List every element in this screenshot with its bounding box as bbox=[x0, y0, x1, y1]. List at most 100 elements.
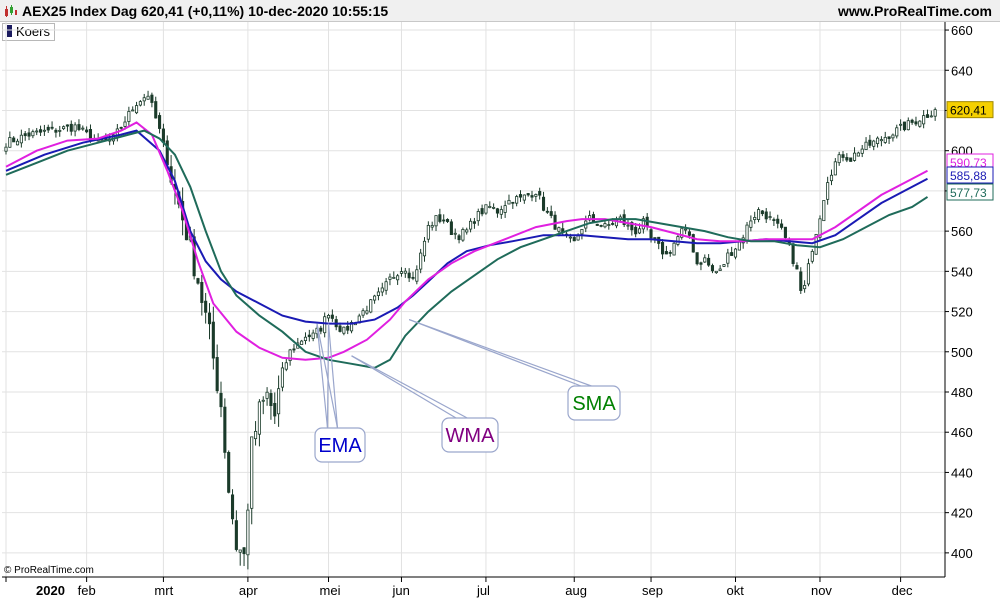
candle-body bbox=[131, 109, 135, 112]
candle-body bbox=[219, 392, 223, 408]
candle-body bbox=[384, 281, 388, 291]
candle-body bbox=[687, 231, 691, 236]
candle-body bbox=[54, 129, 58, 133]
candle-body bbox=[361, 310, 365, 316]
candle-body bbox=[419, 252, 423, 270]
candle-body bbox=[902, 121, 906, 131]
x-tick-label: dec bbox=[892, 583, 913, 598]
ema-callout-label: EMA bbox=[318, 435, 362, 457]
candle-body bbox=[806, 263, 811, 285]
candle-body bbox=[534, 194, 538, 197]
candle-body bbox=[515, 196, 519, 204]
candle-body bbox=[242, 547, 246, 555]
y-tick-label: 420 bbox=[951, 506, 973, 521]
candle-body bbox=[503, 205, 507, 213]
candle-body bbox=[661, 242, 665, 255]
candle-body bbox=[749, 220, 753, 228]
candle-body bbox=[12, 137, 16, 143]
candle-body bbox=[918, 120, 922, 127]
candle-body bbox=[388, 276, 392, 280]
x-tick-label: jul bbox=[476, 583, 490, 598]
candle-body bbox=[426, 225, 430, 240]
candle-body bbox=[526, 193, 530, 196]
candle-body bbox=[637, 228, 642, 234]
y-tick-label: 560 bbox=[951, 224, 973, 239]
candle-body bbox=[346, 325, 350, 331]
candle-body bbox=[69, 123, 73, 132]
candle-body bbox=[204, 300, 208, 313]
candle-body bbox=[415, 269, 419, 282]
candle-body bbox=[46, 126, 50, 131]
candle-body bbox=[142, 97, 146, 102]
ema-callout-box bbox=[314, 427, 366, 463]
candle-body bbox=[311, 332, 315, 339]
candle-body bbox=[626, 224, 630, 227]
candle-body bbox=[227, 452, 231, 493]
candle-body bbox=[307, 334, 311, 338]
candle-body bbox=[215, 357, 219, 392]
candle-body bbox=[841, 154, 845, 158]
candlestick-icon bbox=[5, 5, 17, 17]
candle-body bbox=[856, 152, 860, 157]
candle-body bbox=[150, 94, 154, 103]
candle-body bbox=[288, 349, 292, 361]
candle-body bbox=[445, 219, 450, 222]
candle-body bbox=[365, 310, 369, 314]
candle-body bbox=[42, 129, 46, 132]
x-tick-label: feb bbox=[78, 583, 96, 598]
candle-body bbox=[864, 141, 868, 151]
copyright-text: © ProRealTime.com bbox=[4, 565, 94, 576]
candle-body bbox=[438, 214, 442, 222]
candle-body bbox=[73, 124, 77, 132]
x-tick-label: nov bbox=[811, 583, 832, 598]
wma-callout-label: WMA bbox=[446, 425, 496, 447]
legend-box[interactable]: Koers bbox=[2, 23, 55, 41]
candle-body bbox=[868, 139, 872, 146]
candle-body bbox=[518, 194, 523, 198]
candle-body bbox=[710, 265, 715, 272]
candle-body bbox=[718, 268, 722, 271]
candle-body bbox=[522, 194, 526, 201]
x-tick-label: jun bbox=[391, 583, 409, 598]
candle-body bbox=[392, 277, 396, 279]
candle-body bbox=[634, 226, 638, 235]
chart-axes: 4004204404604805005205405605806006206406… bbox=[2, 22, 994, 598]
candle-body bbox=[35, 130, 39, 133]
candle-body bbox=[58, 129, 62, 132]
candle-body bbox=[261, 399, 265, 402]
candle-body bbox=[822, 200, 826, 222]
y-tick-label: 440 bbox=[951, 465, 973, 480]
candle-body bbox=[422, 240, 427, 257]
y-tick-label: 540 bbox=[951, 264, 973, 279]
candle-body bbox=[280, 367, 284, 388]
chart-header: AEX25 Index Dag 620,41 (+0,11%) 10-dec-2… bbox=[0, 0, 1000, 22]
candle-body bbox=[138, 101, 142, 106]
candle-body bbox=[472, 221, 476, 224]
candle-body bbox=[845, 157, 849, 161]
ema-line bbox=[5, 129, 928, 325]
candle-body bbox=[829, 174, 834, 182]
x-tick-label: mei bbox=[320, 583, 341, 598]
candle-body bbox=[730, 252, 734, 256]
site-url[interactable]: www.ProRealTime.com bbox=[837, 3, 992, 19]
candle-body bbox=[557, 227, 561, 232]
x-tick-label: okt bbox=[727, 583, 745, 598]
candle-body bbox=[891, 134, 895, 139]
candle-body bbox=[607, 224, 611, 226]
candle-body bbox=[649, 229, 653, 239]
candle-body bbox=[772, 219, 776, 221]
candle-body bbox=[273, 402, 277, 417]
candle-body bbox=[803, 285, 807, 290]
candle-body bbox=[31, 131, 35, 137]
candle-body bbox=[764, 211, 768, 220]
candle-body bbox=[15, 140, 20, 146]
candle-body bbox=[595, 223, 599, 226]
candle-body bbox=[852, 152, 857, 161]
candle-body bbox=[668, 252, 672, 254]
candle-body bbox=[277, 388, 281, 415]
candle-body bbox=[77, 124, 81, 130]
candle-body bbox=[19, 134, 23, 144]
candle-body bbox=[783, 226, 787, 238]
candle-body bbox=[580, 228, 584, 235]
